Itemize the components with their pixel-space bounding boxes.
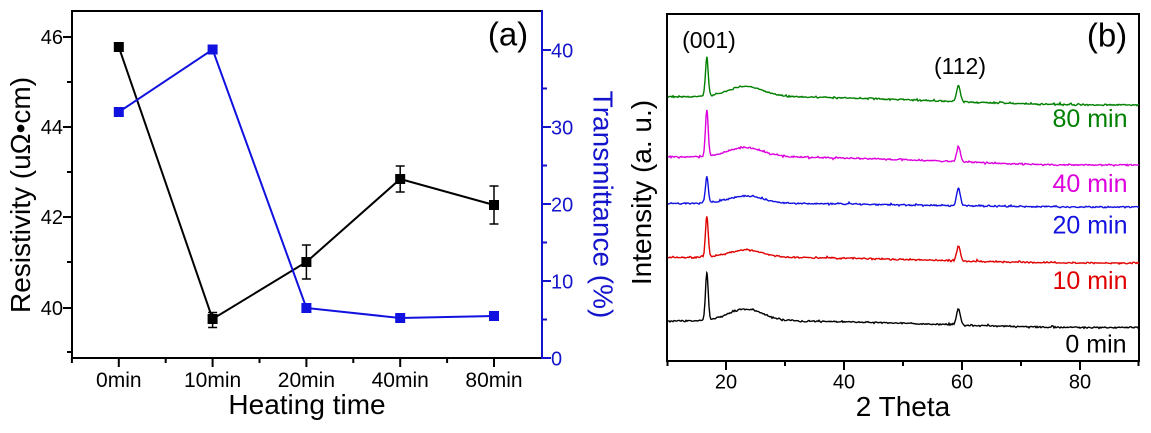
- svg-text:60: 60: [951, 372, 973, 394]
- svg-text:46: 46: [41, 27, 63, 49]
- svg-text:Resistivity (uΩ•cm): Resistivity (uΩ•cm): [5, 77, 36, 313]
- svg-text:20: 20: [715, 372, 737, 394]
- svg-text:20 min: 20 min: [1052, 212, 1127, 240]
- svg-text:10: 10: [551, 271, 573, 293]
- svg-text:80 min: 80 min: [1052, 105, 1127, 133]
- svg-text:20: 20: [551, 194, 573, 216]
- svg-text:Heating time: Heating time: [228, 389, 385, 420]
- svg-text:(112): (112): [934, 53, 986, 79]
- svg-text:0min: 0min: [96, 369, 142, 392]
- svg-text:40: 40: [41, 298, 63, 320]
- svg-text:20min: 20min: [278, 369, 335, 392]
- svg-text:Transmittance (%): Transmittance (%): [588, 91, 619, 319]
- svg-text:80: 80: [1069, 372, 1091, 394]
- svg-text:Intensity (a. u.): Intensity (a. u.): [626, 100, 657, 285]
- svg-text:0 min: 0 min: [1065, 331, 1126, 359]
- svg-text:30: 30: [551, 117, 573, 139]
- svg-text:40: 40: [833, 372, 855, 394]
- svg-text:0: 0: [551, 348, 562, 370]
- svg-text:40 min: 40 min: [1052, 170, 1127, 198]
- svg-text:80min: 80min: [465, 369, 522, 392]
- svg-text:(a): (a): [488, 16, 528, 53]
- svg-text:(001): (001): [682, 27, 736, 53]
- svg-text:40: 40: [551, 40, 573, 62]
- svg-text:42: 42: [41, 207, 63, 229]
- svg-text:10min: 10min: [184, 369, 241, 392]
- svg-text:(b): (b): [1087, 17, 1127, 54]
- svg-text:2 Theta: 2 Theta: [856, 391, 951, 422]
- svg-text:10 min: 10 min: [1052, 267, 1127, 295]
- svg-text:44: 44: [41, 117, 63, 139]
- svg-text:40min: 40min: [372, 369, 429, 392]
